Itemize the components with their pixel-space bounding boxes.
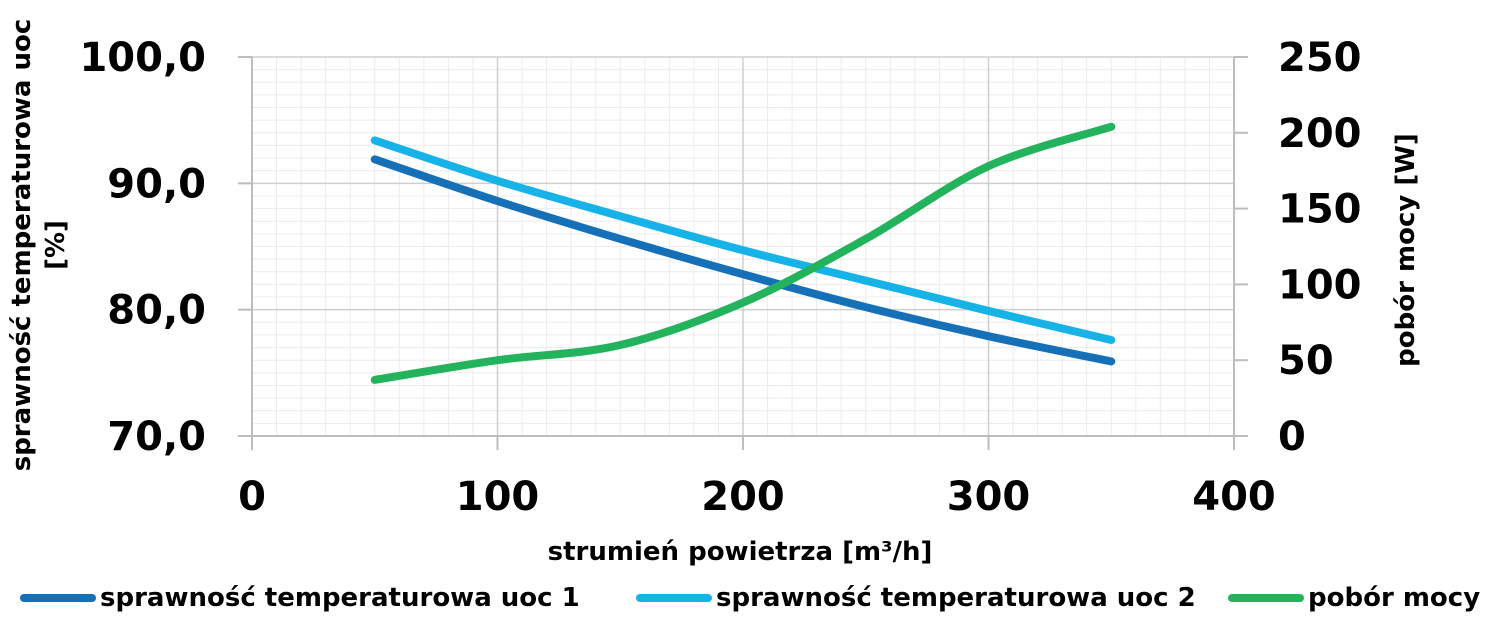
y-right-tick-label: 250 [1278,35,1362,81]
x-axis-title: strumień powietrza [m³/h] [548,537,933,567]
y-left-tick-label: 80,0 [107,288,206,334]
legend: sprawność temperaturowa uoc 1 sprawność … [0,578,1500,618]
legend-swatch-power [1228,594,1304,602]
axes [238,56,1248,450]
x-tick-label: 300 [947,474,1031,520]
legend-swatch-uoc2 [636,594,712,602]
legend-item-power: pobór mocy [1228,578,1480,618]
legend-label-uoc1: sprawność temperaturowa uoc 1 [100,583,580,613]
series-line-power [370,122,1116,384]
legend-swatch-uoc1 [20,594,96,602]
y-left-tick-label: 70,0 [107,414,206,460]
x-tick-label: 400 [1192,474,1276,520]
legend-label-uoc2: sprawność temperaturowa uoc 2 [716,583,1196,613]
legend-item-uoc1: sprawność temperaturowa uoc 1 [20,578,580,618]
y-right-tick-label: 0 [1278,414,1306,460]
y-right-tick-label: 150 [1278,187,1362,233]
legend-item-uoc2: sprawność temperaturowa uoc 2 [636,578,1196,618]
y-left-axis-title-line1: sprawność temperaturowa uoc [7,19,37,472]
x-tick-label: 0 [238,474,266,520]
y-left-tick-label: 90,0 [107,161,206,207]
y-left-tick-label: 100,0 [79,35,206,81]
y-right-axis-title: pobór mocy [W] [1391,133,1421,367]
series-line-uoc2 [370,136,1116,344]
series-line-uoc1 [370,155,1116,366]
y-right-tick-label: 100 [1278,262,1362,308]
y-right-tick-label: 200 [1278,111,1362,157]
legend-label-power: pobór mocy [1308,583,1481,613]
y-left-axis-title-line2: [%] [41,220,71,270]
x-tick-label: 200 [701,474,785,520]
series-layer [370,122,1116,384]
y-right-tick-label: 50 [1278,338,1334,384]
x-tick-label: 100 [456,474,540,520]
tick-labels: 70,0 80,0 90,0 100,0 0 50 100 150 200 250 0 100 200 3… [79,35,1361,520]
major-grid [252,56,1235,436]
